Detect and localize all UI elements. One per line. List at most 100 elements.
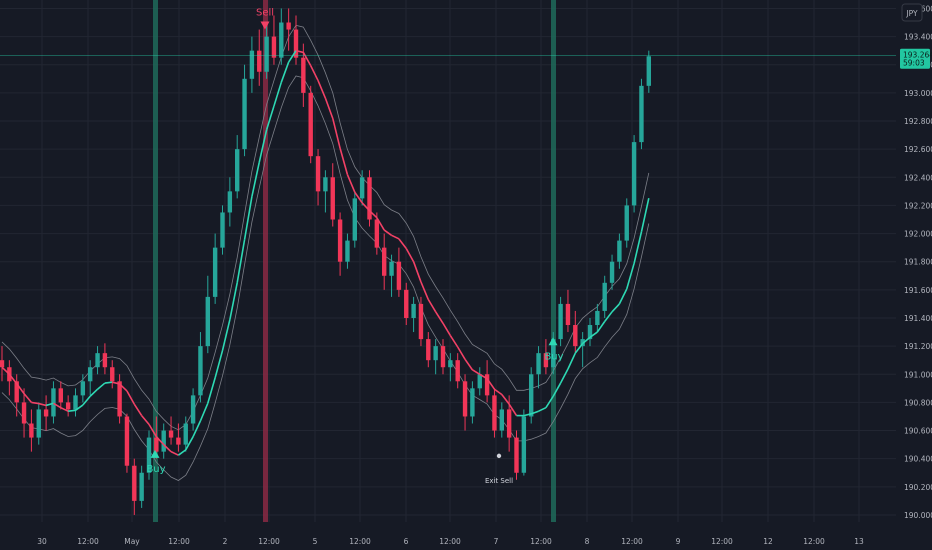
ma-segment (604, 311, 613, 322)
candle-up (205, 275, 210, 354)
candle-body (411, 303, 416, 318)
candle-body (301, 57, 306, 93)
candle-up (558, 296, 563, 347)
ma-segment (346, 174, 356, 193)
ma-segment (596, 321, 606, 333)
ma-segment (273, 82, 283, 107)
moving-average (1, 49, 650, 456)
candle-down (168, 416, 174, 445)
candle-body (382, 247, 387, 276)
candle-body (139, 472, 144, 501)
candle-down (293, 15, 299, 65)
ma-segment (552, 382, 562, 397)
ma-segment (229, 282, 238, 320)
ma-segment (119, 383, 128, 392)
ma-segment (155, 436, 165, 446)
candle-down (514, 430, 519, 480)
candle-up (499, 402, 504, 438)
ma-segment (82, 395, 91, 406)
candle-down (418, 296, 424, 347)
candle-body (440, 346, 446, 368)
candle-down (14, 374, 19, 417)
ma-segment (1, 366, 10, 375)
ma-segment (501, 394, 510, 405)
ma-segment (625, 263, 635, 290)
candle-up (595, 303, 600, 333)
ma-segment (567, 352, 577, 370)
candle-body (477, 374, 482, 389)
candle-up (536, 346, 541, 389)
candle-down (337, 212, 343, 276)
ma-segment (53, 402, 62, 409)
candle-body (51, 388, 56, 417)
time-tick-label: 12:00 (349, 537, 371, 546)
ma-segment (324, 97, 334, 119)
signal-zones (153, 0, 556, 522)
ma-segment (251, 162, 261, 197)
ma-segment (317, 80, 327, 99)
candle-up (602, 275, 607, 318)
candle-body (212, 247, 218, 297)
candle-up (617, 233, 622, 269)
price-tick-label: 191.200 (904, 342, 932, 351)
ma-segment (633, 231, 643, 264)
candle-body (205, 296, 210, 347)
candle-body (492, 395, 497, 431)
exit-dot-icon (496, 453, 502, 459)
ma-segment (449, 335, 459, 348)
candle-body (88, 367, 93, 382)
time-tick-label: 6 (404, 537, 409, 546)
time-tick-label: 12 (763, 537, 773, 546)
candle-body (43, 409, 49, 417)
candle-up (279, 8, 284, 65)
candle-up (161, 423, 166, 459)
ma-segment (354, 191, 363, 204)
candle-body (21, 402, 27, 424)
candle-body (418, 303, 424, 340)
ma-segment (16, 383, 25, 395)
time-tick-label: 12:00 (803, 537, 825, 546)
candle-up (146, 430, 152, 480)
candle-up (323, 170, 328, 213)
candle-body (242, 78, 247, 150)
candle-body (308, 92, 313, 157)
ma-segment (23, 393, 33, 403)
ma-segment (391, 234, 400, 240)
currency-button-label[interactable]: JPY (905, 9, 918, 18)
candle-body (323, 177, 328, 192)
current-price-value: 193.264 (903, 51, 932, 60)
candle-body (514, 437, 519, 473)
candle-up (80, 374, 86, 403)
time-tick-label: 30 (37, 537, 47, 546)
price-tick-label: 192.000 (904, 230, 932, 239)
candle-body (359, 177, 365, 199)
candle-body (631, 142, 637, 206)
ma-segment (405, 248, 415, 263)
time-axis[interactable]: 30 12:00 May 12:00 2 12:00 5 12:00 6 12:00 7 12:00 8… (37, 537, 864, 546)
candle-body (639, 85, 644, 143)
candle-up (264, 22, 269, 79)
candle-body (587, 325, 593, 340)
time-tick-label: 2 (223, 537, 228, 546)
candle-down (124, 413, 130, 473)
candle-body (154, 437, 159, 452)
ma-segment (523, 413, 532, 417)
ma-segment (331, 118, 341, 149)
currency-button-frame[interactable] (901, 3, 923, 22)
ma-segment (479, 373, 488, 380)
candle-body (279, 22, 284, 58)
candle-down (21, 388, 27, 438)
candle-down (565, 289, 571, 333)
ma-segment (611, 303, 620, 313)
candle-body (220, 212, 225, 248)
currency-button[interactable]: JPY (901, 3, 923, 22)
ma-segment (97, 382, 106, 390)
candle-body (609, 261, 615, 283)
candle-down (543, 339, 549, 375)
ma-segment (177, 449, 187, 456)
upper-band (1, 24, 650, 431)
ma-segment (45, 402, 54, 407)
price-tick-label: 191.600 (904, 286, 932, 295)
candle-up (646, 50, 651, 93)
